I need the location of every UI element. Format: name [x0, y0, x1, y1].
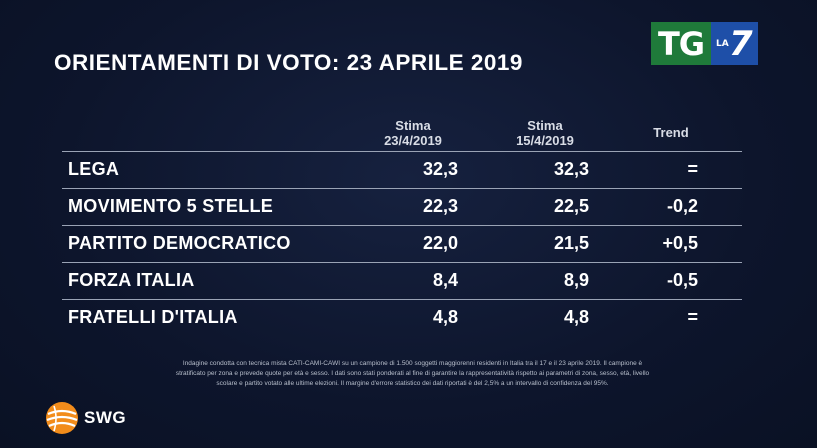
la7-logo-la: LA — [716, 39, 729, 49]
party-name: LEGA — [68, 159, 120, 179]
estimate-previous: 32,3 — [553, 159, 589, 179]
estimate-current: 4,8 — [432, 307, 458, 327]
estimate-previous: 8,9 — [563, 270, 589, 290]
trend-value: +0,5 — [662, 233, 698, 253]
column-header-label: Stima — [527, 118, 563, 133]
party-name: FRATELLI D'ITALIA — [68, 307, 238, 327]
la7-logo-seven: 7 — [729, 24, 753, 64]
party-name: FORZA ITALIA — [68, 270, 195, 290]
methodology-line: Indagine condotta con tecnica mista CATI… — [182, 360, 643, 367]
column-header-stima-current: Stima 23/4/2019 — [358, 118, 468, 148]
estimate-current: 8,4 — [432, 270, 458, 290]
column-header-trend: Trend — [653, 125, 689, 140]
column-header-stima-previous: Stima 15/4/2019 — [490, 118, 600, 148]
methodology-note: Indagine condotta con tecnica mista CATI… — [60, 359, 765, 389]
table-row: LEGA 32,3 32,3 = — [62, 151, 742, 188]
table-row: FRATELLI D'ITALIA 4,8 4,8 = — [62, 299, 742, 336]
column-header-date: 23/4/2019 — [384, 133, 442, 148]
tg-la7-logo: TG LA 7 — [651, 22, 758, 65]
trend-value: = — [687, 159, 698, 179]
trend-value: = — [687, 307, 698, 327]
party-name: PARTITO DEMOCRATICO — [68, 233, 291, 253]
table-row: PARTITO DEMOCRATICO 22,0 21,5 +0,5 — [62, 225, 742, 262]
column-header-date: 15/4/2019 — [516, 133, 574, 148]
estimate-previous: 22,5 — [553, 196, 589, 216]
estimate-current: 22,0 — [422, 233, 458, 253]
swg-logo: SWG — [44, 400, 126, 436]
table-row: FORZA ITALIA 8,4 8,9 -0,5 — [62, 262, 742, 299]
la7-logo-mark: LA 7 — [711, 22, 758, 65]
swg-logo-text: SWG — [84, 408, 127, 427]
tg-logo-mark: TG — [651, 22, 711, 65]
table-row: MOVIMENTO 5 STELLE 22,3 22,5 -0,2 — [62, 188, 742, 225]
estimate-current: 22,3 — [422, 196, 458, 216]
trend-value: -0,5 — [666, 270, 698, 290]
page-title: ORIENTAMENTI DI VOTO: 23 APRILE 2019 — [54, 50, 523, 75]
trend-value: -0,2 — [666, 196, 698, 216]
column-header-label: Stima — [395, 118, 431, 133]
estimate-previous: 21,5 — [553, 233, 589, 253]
estimate-current: 32,3 — [422, 159, 458, 179]
methodology-line: scolare e partito votato alle ultime ele… — [216, 380, 609, 387]
estimate-previous: 4,8 — [563, 307, 589, 327]
swg-ball-icon — [46, 402, 78, 434]
methodology-line: stratificato per zona e prevede quote pe… — [175, 370, 650, 377]
party-name: MOVIMENTO 5 STELLE — [68, 196, 274, 216]
